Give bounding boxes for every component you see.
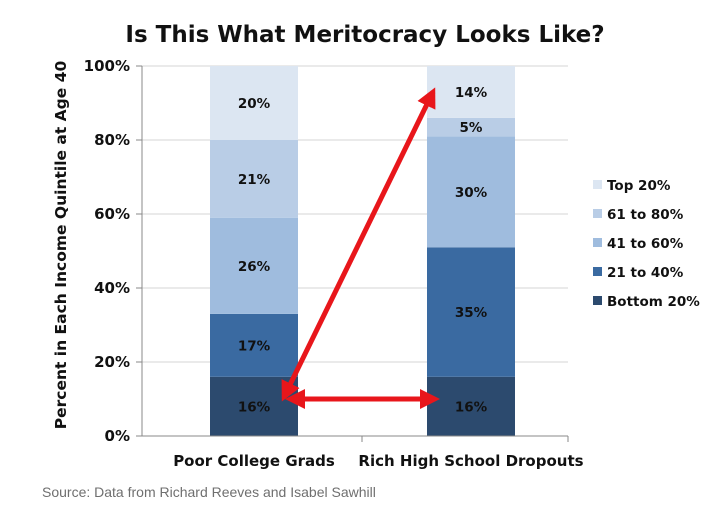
y-tick-label: 100% [84,57,130,75]
legend-swatch [593,267,602,276]
bar-value-label: 16% [455,399,488,415]
y-tick-labels: 0% 20% 40% 60% 80% 100% [84,57,142,445]
x-tick-label: Poor College Grads [173,452,335,470]
y-tick-label: 80% [94,131,130,149]
y-tick-label: 20% [94,353,130,371]
legend-item: 41 to 60% [593,236,684,252]
bar-value-label: 17% [238,338,271,354]
legend-label: Top 20% [607,178,671,194]
bars: 16% 17% 26% 21% 20% 16% 35% 30% 5% 14% [210,66,515,436]
legend-label: 21 to 40% [607,265,684,281]
bar-value-label: 30% [455,185,488,201]
legend-item: Bottom 20% [593,294,700,310]
bar-segment [427,136,515,248]
annotation-arrow [281,87,436,402]
legend-swatch [593,209,602,218]
y-tick-label: 40% [94,279,130,297]
chart-title: Is This What Meritocracy Looks Like? [125,22,604,48]
y-tick-label: 0% [105,427,130,445]
bar-value-label: 16% [238,399,271,415]
legend-label: Bottom 20% [607,294,700,310]
legend-swatch [593,296,602,305]
x-tick-label: Rich High School Dropouts [358,452,583,470]
legend: Top 20% 61 to 80% 41 to 60% 21 to 40% Bottom… [593,178,700,310]
bar-value-label: 35% [455,305,488,321]
source-note: Source: Data from Richard Reeves and Isa… [42,484,376,500]
bar-segment [427,66,515,118]
annotation-arrows [281,87,440,409]
bar-value-label: 14% [455,85,488,101]
legend-label: 61 to 80% [607,207,684,223]
legend-item: 21 to 40% [593,265,684,281]
y-tick-label: 60% [94,205,130,223]
chart: Is This What Meritocracy Looks Like? Per… [52,22,700,470]
legend-swatch [593,180,602,189]
bar-stack: 16% 35% 30% 5% 14% [427,66,515,436]
bar-value-label: 20% [238,96,271,112]
legend-item: Top 20% [593,178,671,194]
bar-value-label: 21% [238,172,271,188]
bar-segment [427,117,515,137]
y-axis-label: Percent in Each Income Quintile at Age 4… [52,61,70,430]
legend-label: 41 to 60% [607,236,684,252]
legend-swatch [593,238,602,247]
bar-value-label: 5% [460,120,483,136]
bar-stack: 16% 17% 26% 21% 20% [210,66,298,436]
bar-value-label: 26% [238,259,271,275]
x-tick-labels: Poor College Grads Rich High School Dropo… [173,436,584,470]
bar-segment [427,247,515,377]
legend-item: 61 to 80% [593,207,684,223]
bar-segment [427,376,515,436]
